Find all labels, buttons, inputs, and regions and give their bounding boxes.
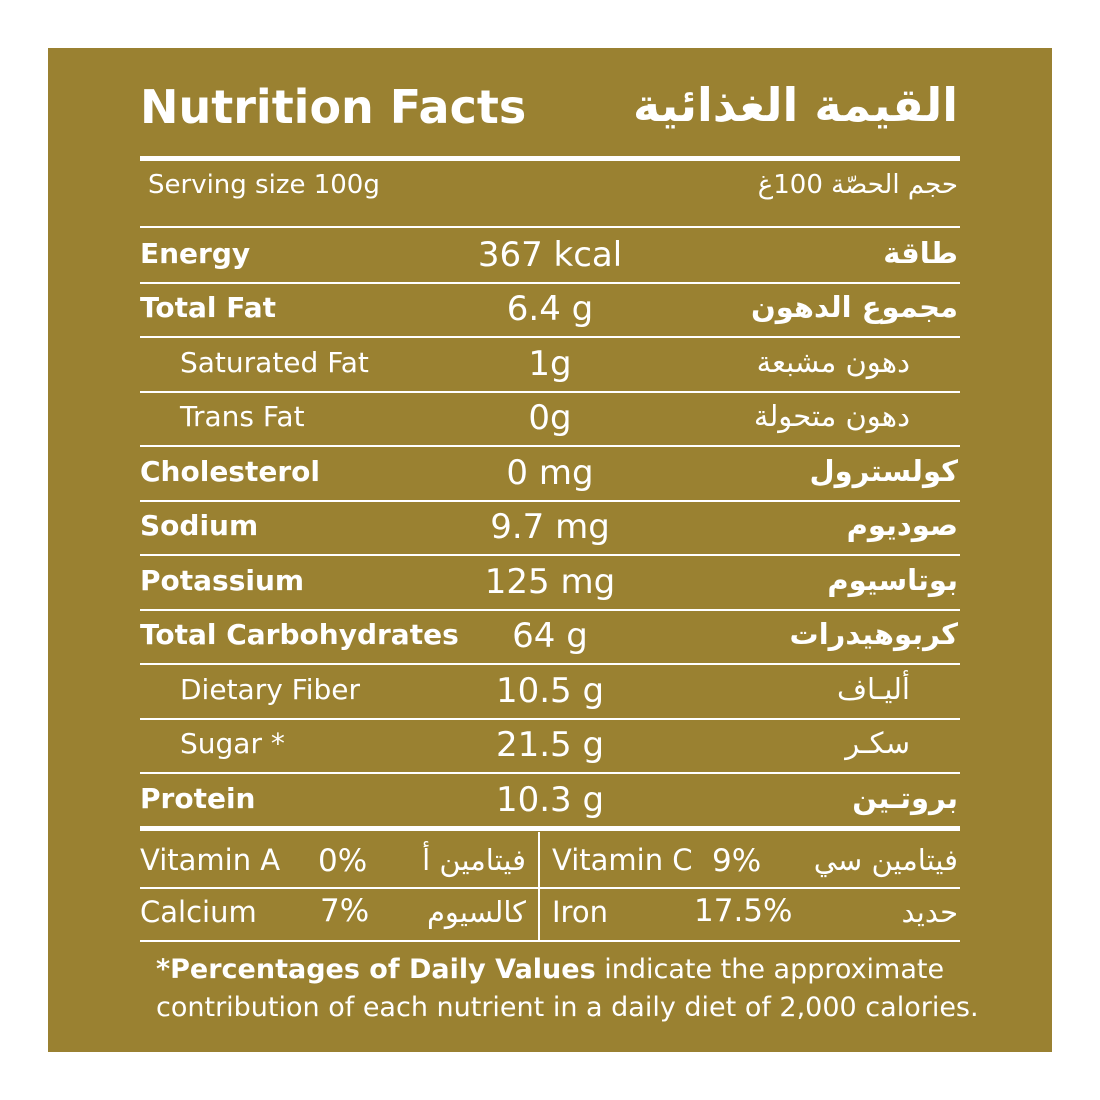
calcium-label: Calcium — [140, 895, 257, 929]
calcium-value: 7% — [320, 893, 370, 929]
row-divider — [140, 772, 960, 774]
nutrition-panel — [48, 48, 1052, 1052]
row-divider — [140, 718, 960, 720]
row-arabic-label: دهون متحولة — [753, 399, 910, 433]
row-label: Dietary Fiber — [180, 673, 361, 706]
serving-ar: حجم الحصّة 100غ — [757, 170, 958, 200]
row-label: Total Fat — [140, 291, 277, 324]
row-value: 10.5 g — [495, 671, 605, 711]
row-value: 21.5 g — [495, 725, 605, 765]
row-divider — [140, 500, 960, 502]
vitamin-c-label: Vitamin C — [552, 843, 693, 877]
row-divider — [140, 554, 960, 556]
row-arabic-label: طاقة — [883, 236, 958, 270]
footnote-rest: indicate the approximate — [595, 954, 945, 985]
row-divider — [140, 445, 960, 447]
title-divider — [140, 156, 960, 161]
row-arabic-label: دهون مشبعة — [756, 345, 910, 379]
row-arabic-label: مجموع الدهون — [750, 290, 958, 324]
row-arabic-label: بروتـين — [852, 781, 958, 815]
row-label: Total Carbohydrates — [140, 618, 459, 651]
row-divider — [140, 609, 960, 611]
row-label: Trans Fat — [180, 400, 305, 433]
footnote-line-2: contribution of each nutrient in a daily… — [156, 992, 979, 1023]
row-label: Sugar * — [180, 727, 285, 760]
row-value: 125 mg — [484, 562, 616, 602]
vitamin-c-value: 9% — [712, 843, 762, 879]
row-arabic-label: كولسترول — [809, 454, 958, 488]
vitamin-a-value: 0% — [318, 843, 368, 879]
calcium-ar: كالسيوم — [426, 895, 526, 929]
row-divider — [140, 391, 960, 393]
row-arabic-label: سكـر — [845, 726, 910, 760]
row-value: 64 g — [512, 616, 588, 656]
iron-ar: حديد — [901, 895, 958, 929]
footnote-bold: *Percentages of Daily Values — [156, 954, 596, 985]
row-value: 10.3 g — [495, 780, 605, 820]
row-arabic-label: صوديوم — [846, 508, 958, 542]
iron-value: 17.5% — [694, 893, 793, 929]
row-label: Potassium — [140, 564, 305, 597]
row-label: Energy — [140, 237, 251, 270]
row-divider — [140, 336, 960, 338]
footnote-line-1: *Percentages of Daily Values indicate th… — [156, 956, 944, 983]
vitamin-c-ar: فيتامين سي — [813, 843, 958, 877]
title-en: Nutrition Facts — [140, 80, 527, 134]
row-value: 9.7 mg — [490, 507, 610, 547]
row-value: 6.4 g — [506, 289, 594, 329]
vitamins-row-divider — [140, 887, 960, 889]
title-ar: القيمة الغذائية — [633, 78, 958, 132]
row-label: Cholesterol — [140, 455, 320, 488]
nutrients-bottom-divider — [140, 826, 960, 831]
row-value: 1g — [528, 344, 572, 384]
serving-divider — [140, 226, 960, 228]
row-arabic-label: كربوهيدرات — [789, 617, 958, 651]
row-label: Saturated Fat — [180, 346, 369, 379]
row-value: 367 kcal — [477, 235, 623, 275]
serving-en: Serving size 100g — [148, 170, 380, 200]
row-arabic-label: أليـاف — [836, 672, 910, 706]
vitamin-a-label: Vitamin A — [140, 843, 281, 877]
row-label: Sodium — [140, 509, 259, 542]
row-divider — [140, 282, 960, 284]
iron-label: Iron — [552, 895, 608, 929]
vitamins-bottom-divider — [140, 940, 960, 942]
row-value: 0 mg — [506, 453, 594, 493]
row-label: Protein — [140, 782, 256, 815]
row-arabic-label: بوتاسيوم — [827, 563, 958, 597]
row-divider — [140, 663, 960, 665]
vitamin-a-ar: فيتامين أ — [422, 843, 526, 877]
row-value: 0g — [528, 398, 572, 438]
